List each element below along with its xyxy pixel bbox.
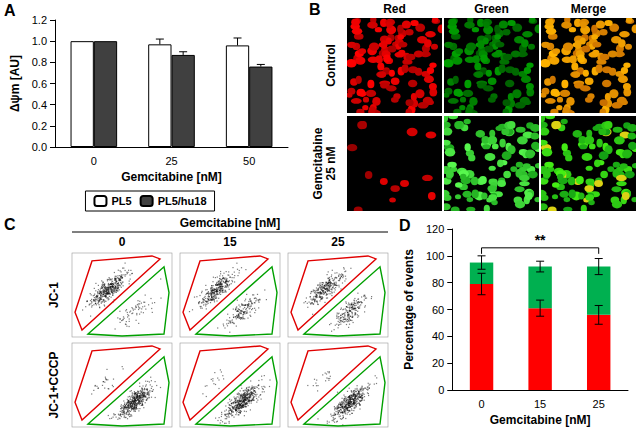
svg-text:Red: Red	[383, 2, 406, 16]
svg-text:Gemcitabine [nM]: Gemcitabine [nM]	[121, 170, 222, 184]
svg-text:25: 25	[165, 155, 177, 167]
svg-text:80: 80	[432, 277, 444, 289]
svg-text:0.4: 0.4	[32, 99, 47, 111]
svg-text:0.8: 0.8	[32, 56, 47, 68]
svg-text:0.6: 0.6	[32, 78, 47, 90]
svg-text:20: 20	[432, 357, 444, 369]
svg-text:Green: Green	[474, 2, 509, 16]
svg-text:0: 0	[478, 398, 484, 410]
svg-text:40: 40	[432, 330, 444, 342]
svg-text:60: 60	[432, 304, 444, 316]
svg-text:D: D	[399, 217, 411, 234]
svg-text:**: **	[535, 232, 546, 248]
svg-text:100: 100	[426, 250, 444, 262]
svg-text:Merge: Merge	[571, 2, 607, 16]
svg-text:Gemcitabine [nM]: Gemcitabine [nM]	[180, 216, 281, 230]
svg-text:0.0: 0.0	[32, 141, 47, 153]
svg-text:0: 0	[438, 384, 444, 396]
svg-text:25: 25	[331, 235, 345, 249]
svg-text:C: C	[4, 216, 16, 233]
svg-text:B: B	[309, 1, 321, 18]
svg-text:JC-1+CCCP: JC-1+CCCP	[47, 351, 61, 418]
svg-text:50: 50	[243, 155, 255, 167]
svg-text:1.2: 1.2	[32, 14, 47, 26]
svg-text:JC-1: JC-1	[47, 282, 61, 308]
svg-text:A: A	[4, 2, 16, 19]
svg-text:120: 120	[426, 223, 444, 235]
svg-text:PL5: PL5	[111, 195, 131, 207]
svg-text:Control: Control	[324, 44, 338, 87]
svg-text:Percentage of events: Percentage of events	[402, 249, 416, 370]
svg-text:0.2: 0.2	[32, 120, 47, 132]
svg-text:15: 15	[534, 398, 546, 410]
svg-text:15: 15	[223, 235, 237, 249]
svg-text:Δψm [AU]: Δψm [AU]	[8, 55, 22, 112]
svg-text:Gemcitabine [nM]: Gemcitabine [nM]	[490, 413, 591, 427]
svg-text:1.0: 1.0	[32, 35, 47, 47]
svg-text:PL5/hu18: PL5/hu18	[158, 195, 207, 207]
svg-text:25: 25	[593, 398, 605, 410]
svg-text:Gemcitabine25 nM: Gemcitabine25 nM	[311, 127, 338, 199]
svg-text:0: 0	[91, 155, 97, 167]
svg-text:0: 0	[119, 235, 126, 249]
